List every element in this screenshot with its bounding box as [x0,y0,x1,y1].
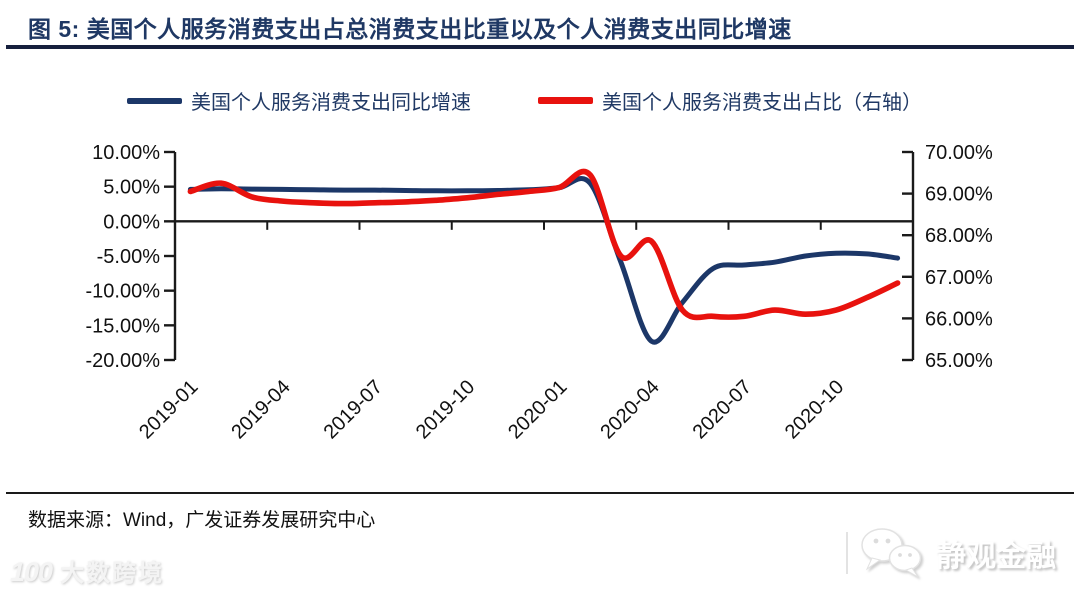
x-axis-tick-label: 2020-10 [781,376,848,443]
x-axis-tick-label: 2019-10 [412,376,479,443]
left-axis-tick-label: 10.00% [92,142,160,164]
legend-line-red-icon [538,97,593,104]
watermark-left-text: 大数跨境 [60,560,165,587]
left-axis-tick-label: 0.00% [103,211,160,233]
left-axis-tick-label: 5.00% [103,177,160,199]
wechat-icon [861,528,922,578]
x-axis-tick-label: 2019-04 [227,376,294,443]
x-axis-tick-label: 2020-04 [596,376,663,443]
legend-line-navy-icon [127,97,182,104]
x-axis-tick-label: 2020-01 [504,376,571,443]
x-axis-tick-label: 2019-07 [320,376,387,443]
legend-label-share: 美国个人服务消费支出占比（右轴） [602,92,922,114]
watermark-divider [846,532,848,574]
right-axis-tick-label: 69.00% [925,184,993,206]
left-axis-tick-label: -15.00% [86,315,161,337]
watermark-left: 100 大数跨境 [10,553,164,588]
legend-item-growth: 美国个人服务消费支出同比增速 [127,86,471,115]
x-axis-tick-label: 2019-01 [135,376,202,443]
legend-item-share: 美国个人服务消费支出占比（右轴） [538,86,922,115]
right-axis-tick-label: 70.00% [925,142,993,164]
right-axis-tick-label: 67.00% [925,267,993,289]
figure-title: 图 5: 美国个人服务消费支出占总消费支出比重以及个人消费支出同比增速 [28,16,792,42]
right-axis-tick-label: 68.00% [925,225,993,247]
legend-label-growth: 美国个人服务消费支出同比增速 [191,92,471,114]
x-axis-tick-label: 2020-07 [689,376,756,443]
series-line-share [187,168,901,321]
source-rule [6,492,1074,494]
data-source: 数据来源：Wind，广发证券发展研究中心 [28,510,376,531]
left-axis-tick-label: -5.00% [97,246,161,268]
left-axis-tick-label: -20.00% [86,350,161,372]
dashu-logo: 100 [10,557,53,587]
watermark-right: 静观金融 [846,527,1056,579]
right-axis-tick-label: 66.00% [925,308,993,330]
left-axis-tick-label: -10.00% [86,281,161,303]
title-rule [6,45,1074,49]
right-axis-tick-label: 65.00% [925,350,993,372]
watermark-right-text: 静观金融 [936,540,1056,573]
